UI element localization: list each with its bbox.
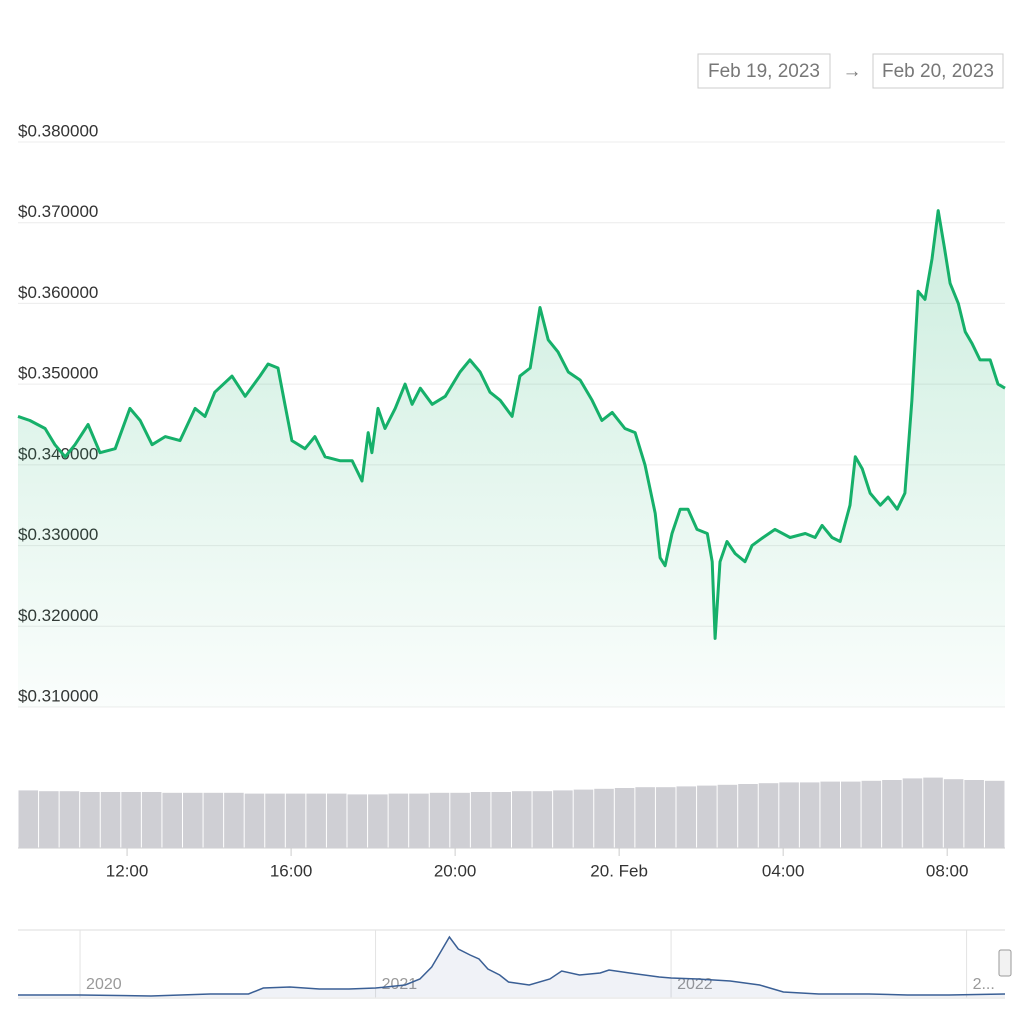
volume-bar (655, 787, 676, 848)
range-to[interactable]: Feb 20, 2023 (882, 61, 994, 82)
volume-bar (573, 789, 594, 848)
volume-bar (841, 781, 861, 848)
volume-bar (697, 785, 717, 848)
volume-bar (923, 777, 943, 848)
volume-bar (861, 780, 882, 848)
volume-bar (39, 791, 59, 848)
x-tick-label: 04:00 (762, 861, 805, 880)
x-tick-label: 12:00 (106, 861, 149, 880)
range-to-box[interactable] (872, 53, 1004, 89)
volume-bar (614, 788, 635, 848)
volume-bar (779, 782, 799, 848)
navigator-area (18, 937, 1005, 997)
navigator-label: 2021 (382, 976, 418, 993)
y-tick-label: $0.360000 (18, 283, 98, 302)
volume-bar (738, 784, 758, 848)
volume-bar (80, 792, 100, 848)
volume-bar (450, 792, 470, 848)
volume-bar (676, 786, 697, 848)
volume-bar (18, 790, 39, 848)
navigator-line (18, 935, 1006, 997)
volume-bar (553, 790, 573, 848)
volume-bar (635, 787, 655, 848)
x-tick-label: 20. Feb (590, 861, 648, 880)
x-tick-label: 20:00 (434, 861, 477, 880)
volume-bar (594, 788, 614, 848)
volume-bar (388, 793, 409, 848)
range-from-box[interactable] (697, 53, 831, 89)
volume-bar (306, 793, 326, 848)
volume-bar (121, 792, 141, 848)
volume-bar (799, 782, 820, 848)
navigator-label: 2... (973, 976, 995, 993)
volume-bar (203, 792, 224, 848)
volume-bar (162, 792, 182, 848)
volume-bar (224, 792, 244, 848)
volume-bar (943, 779, 964, 848)
volume-bar (409, 793, 429, 848)
volume-bar (100, 792, 121, 848)
navigator-handle[interactable] (998, 949, 1012, 977)
y-tick-label: $0.380000 (18, 121, 98, 140)
volume-bar (347, 794, 368, 848)
volume-bar (429, 792, 450, 848)
volume-bar (244, 793, 265, 848)
range-from[interactable]: Feb 19, 2023 (708, 61, 820, 82)
volume-bar (820, 781, 840, 848)
navigator-label: 2020 (86, 976, 122, 993)
volume-bar (882, 780, 902, 848)
range-separator: → (843, 61, 862, 82)
price-line (17, 209, 1006, 640)
volume-bar (491, 792, 511, 848)
volume-bar (512, 791, 532, 848)
volume-bar (141, 792, 162, 848)
volume-bar (532, 791, 553, 848)
volume-bar (183, 792, 203, 848)
navigator-label: 2022 (677, 976, 713, 993)
y-tick-label: $0.370000 (18, 202, 98, 221)
volume-bar (326, 793, 347, 848)
volume-bar (368, 794, 388, 848)
volume-bar (758, 783, 779, 848)
volume-bar (59, 791, 80, 848)
volume-bar (470, 792, 491, 848)
x-tick-label: 08:00 (926, 861, 969, 880)
volume-bar (717, 784, 738, 848)
volume-bar (964, 780, 984, 848)
price-area (18, 210, 1005, 707)
volume-bar (984, 780, 1005, 848)
volume-bar (285, 793, 306, 848)
y-tick-label: $0.350000 (18, 364, 98, 383)
volume-bar (902, 778, 923, 848)
volume-bar (265, 793, 285, 848)
x-tick-label: 16:00 (270, 861, 313, 880)
